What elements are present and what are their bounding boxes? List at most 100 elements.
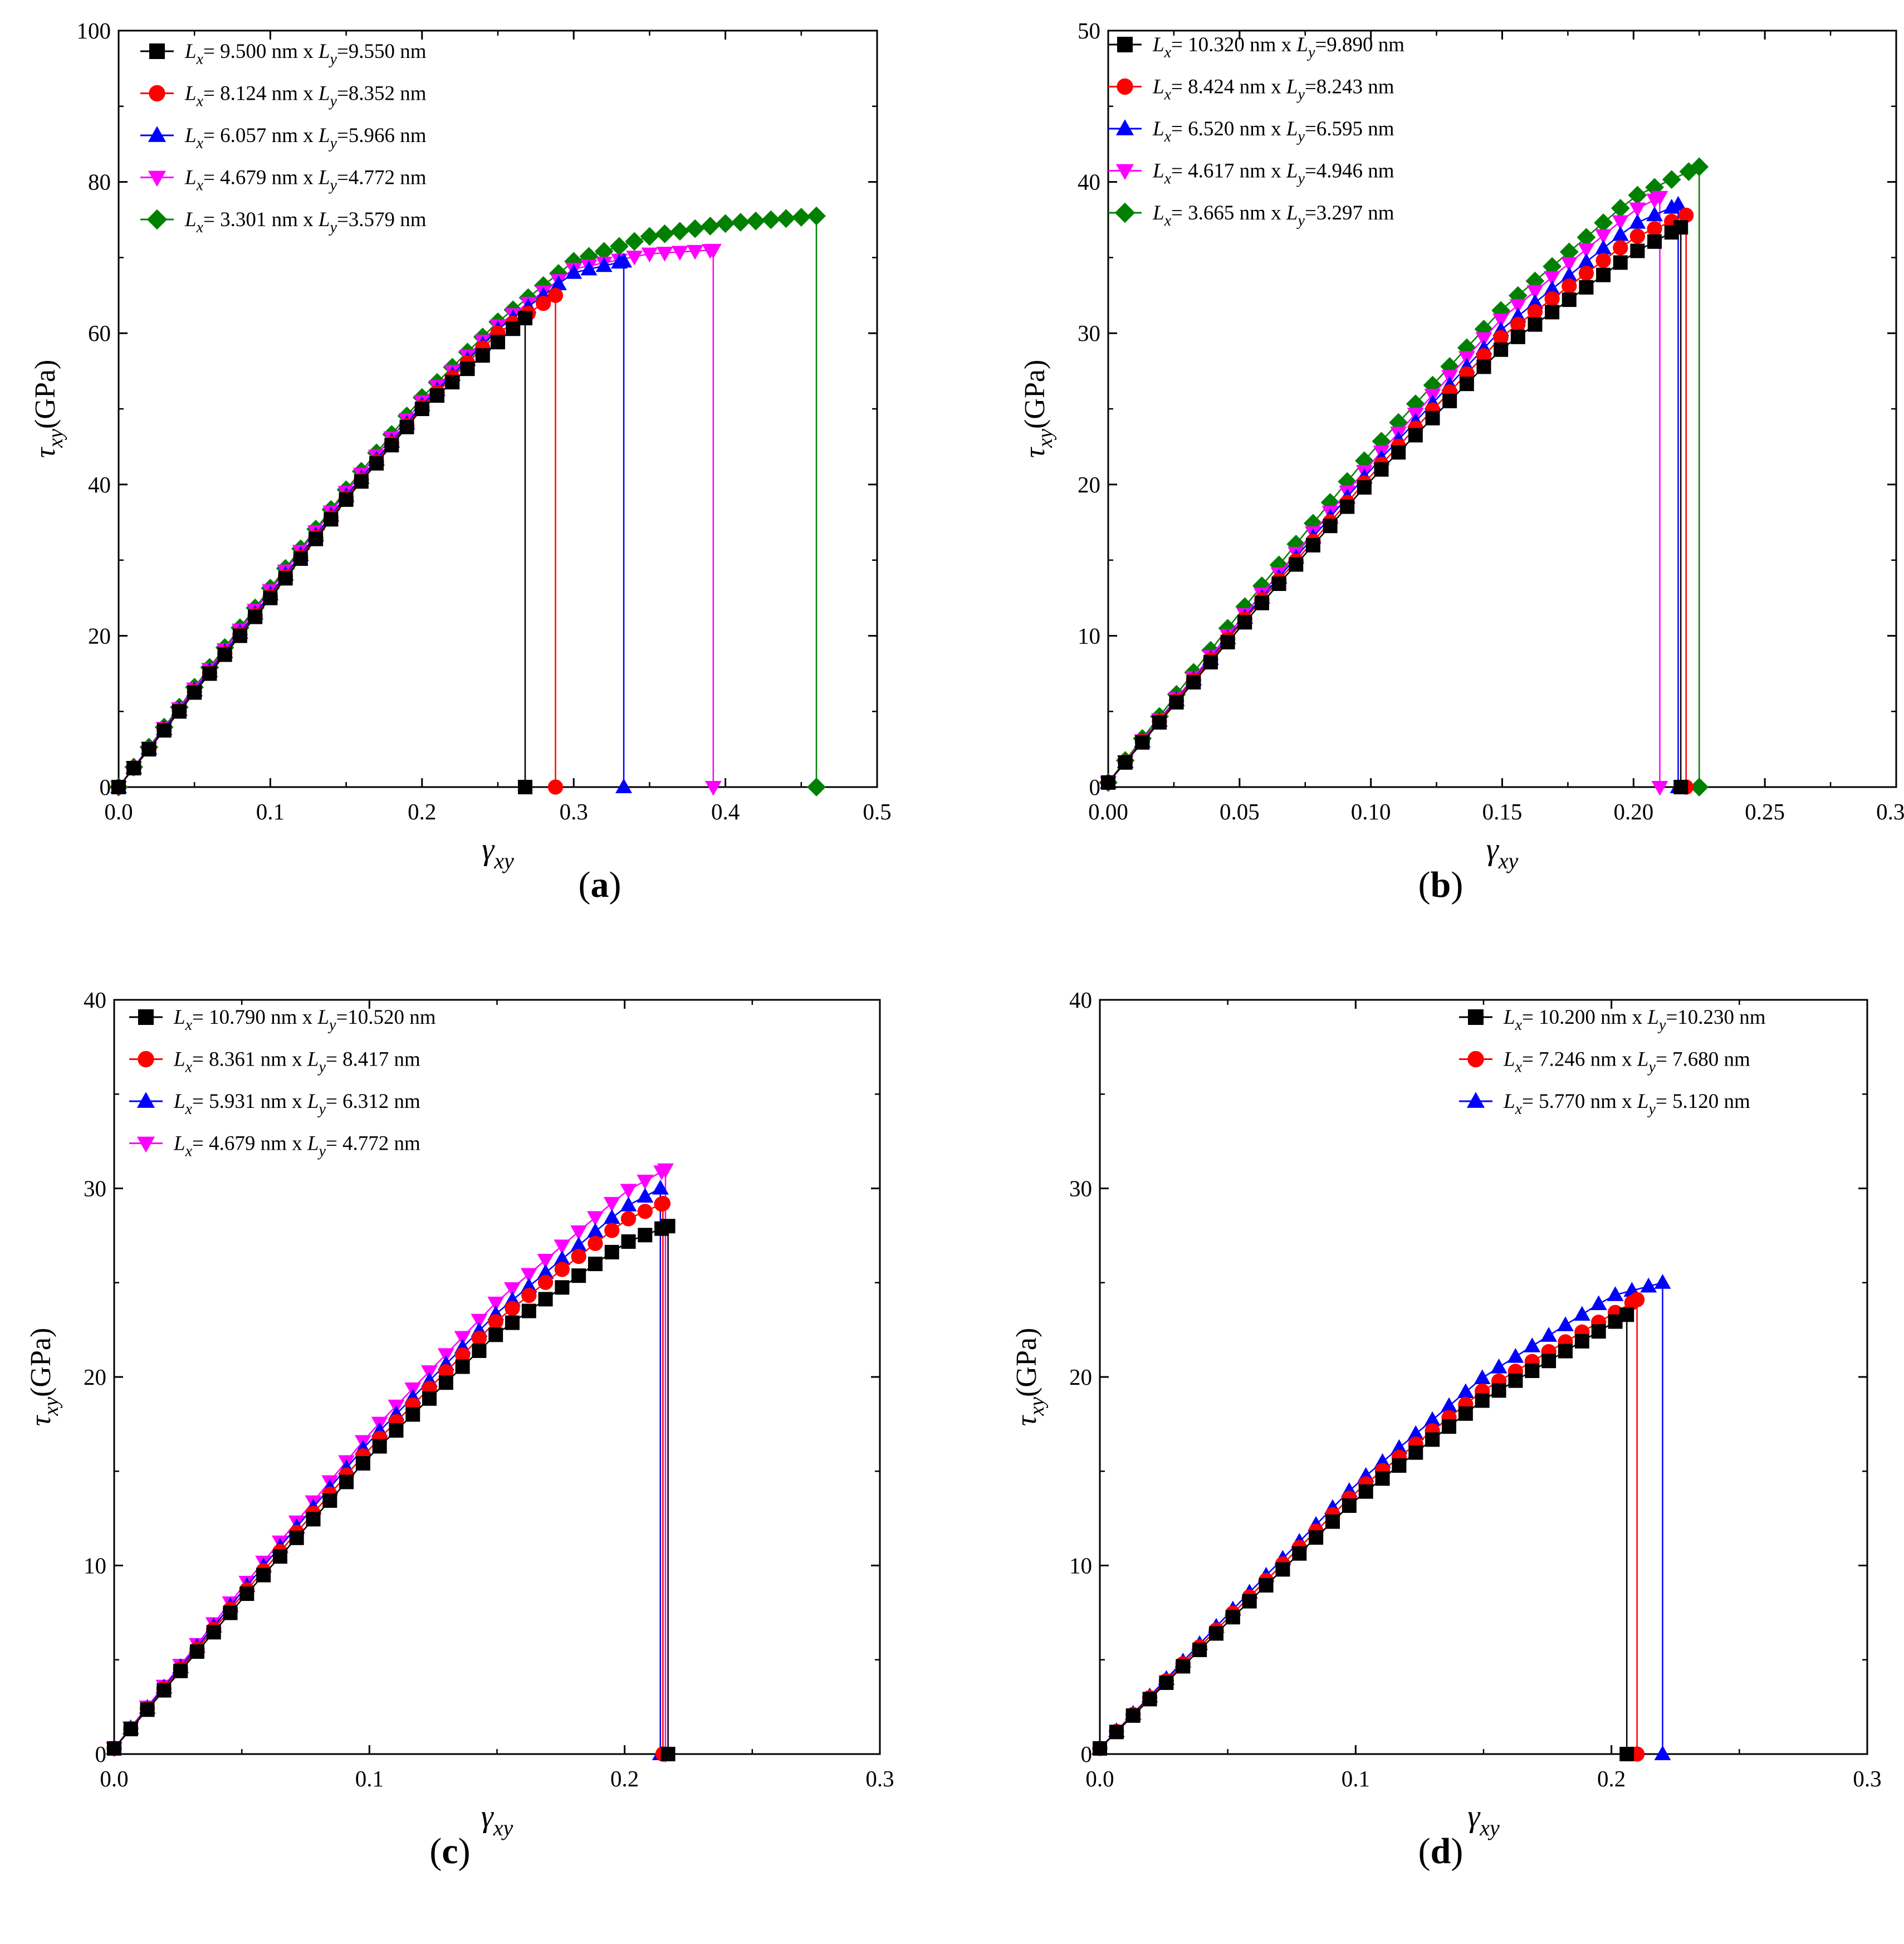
data-point: [223, 1605, 238, 1620]
legend-marker: [146, 209, 168, 230]
data-point: [657, 1163, 674, 1179]
data-point: [1560, 257, 1578, 272]
data-point: [369, 456, 384, 471]
data-point: [1242, 1594, 1257, 1609]
data-point: [1594, 213, 1613, 232]
data-point: [620, 1196, 637, 1212]
legend-label: Lx= 4.679 nm x Ly=4.772 nm: [184, 167, 427, 194]
data-point: [1612, 215, 1629, 231]
data-point: [355, 1456, 370, 1471]
x-tick-label: 0.2: [408, 799, 436, 824]
data-point: [547, 287, 564, 303]
data-point: [1577, 228, 1596, 247]
data-point: [1142, 1692, 1157, 1707]
x-tick-label: 0.15: [1482, 799, 1523, 824]
series-triangle-up: [1100, 196, 1687, 794]
data-point: [1203, 654, 1218, 670]
data-point: [615, 252, 633, 268]
data-point: [1596, 267, 1611, 282]
data-point: [1093, 1741, 1107, 1756]
series-triangle-up: [106, 1179, 669, 1761]
data-point: [588, 1257, 603, 1272]
y-tick-label: 10: [1078, 623, 1100, 648]
data-point: [272, 1549, 287, 1564]
data-point: [1560, 266, 1578, 282]
data-point: [1457, 1383, 1474, 1399]
data-point: [1629, 213, 1646, 229]
y-axis-label: τxy(GPa): [1011, 1328, 1049, 1427]
y-axis-label: τxy(GPa): [1019, 360, 1057, 458]
data-point: [1375, 1471, 1390, 1486]
data-point: [1510, 329, 1525, 344]
legend-marker: [1117, 78, 1133, 95]
series-triangle-down: [106, 1163, 674, 1763]
legend-marker: [1467, 1051, 1484, 1068]
x-tick-label: 0.0: [104, 799, 133, 824]
data-point: [1619, 1307, 1634, 1322]
data-point: [670, 222, 689, 241]
legend-marker: [149, 43, 165, 59]
data-point: [488, 1327, 503, 1342]
data-point: [1526, 294, 1544, 309]
series-line: [1108, 196, 1661, 787]
data-point: [621, 1234, 636, 1249]
data-point: [1629, 228, 1646, 244]
y-tick-label: 80: [88, 169, 111, 195]
data-point: [637, 1204, 653, 1219]
data-point: [571, 1268, 586, 1283]
data-point: [1613, 240, 1628, 256]
data-point: [1528, 317, 1543, 332]
legend-label: Lx= 10.200 nm x Ly=10.230 nm: [1503, 1006, 1766, 1034]
legend-label: Lx= 6.520 nm x Ly=6.595 nm: [1152, 118, 1394, 145]
data-point: [1152, 715, 1167, 730]
data-point: [1225, 1610, 1240, 1625]
data-point: [232, 628, 247, 643]
panel-label: (a): [579, 864, 621, 905]
data-point: [1629, 1292, 1645, 1307]
data-point: [1562, 292, 1577, 307]
data-point: [1441, 1397, 1457, 1413]
data-point: [1176, 1659, 1191, 1674]
data-point: [1459, 377, 1474, 392]
data-point: [438, 1375, 453, 1390]
data-point: [1101, 775, 1115, 790]
data-point: [372, 1439, 387, 1454]
data-point: [1494, 342, 1509, 357]
series-line: [1099, 1282, 1663, 1754]
data-point: [1678, 207, 1694, 223]
legend-label: Lx= 7.246 nm x Ly= 7.680 nm: [1503, 1048, 1750, 1076]
x-tick-label: 0.30: [1876, 799, 1904, 824]
data-point: [1252, 576, 1271, 595]
y-tick-label: 20: [1069, 1364, 1092, 1390]
failure-point: [1651, 780, 1668, 796]
plot-frame: [1107, 30, 1897, 788]
y-tick-label: 30: [1078, 320, 1100, 346]
data-point: [309, 531, 324, 546]
legend-label: Lx= 5.770 nm x Ly= 5.120 nm: [1503, 1090, 1750, 1118]
data-point: [626, 250, 643, 266]
data-point: [1235, 597, 1255, 617]
y-tick-label: 0: [1081, 1741, 1093, 1767]
data-point: [580, 260, 598, 276]
legend-marker: [1466, 1092, 1485, 1108]
data-point: [1579, 280, 1594, 295]
y-tick-label: 50: [1078, 18, 1100, 43]
data-point: [1425, 411, 1440, 426]
series-line: [118, 260, 625, 788]
y-tick-label: 40: [1069, 987, 1092, 1013]
data-point: [322, 1493, 337, 1508]
series-line: [1108, 214, 1687, 787]
data-point: [1424, 1411, 1441, 1427]
legend-marker: [148, 170, 167, 187]
data-point: [189, 1644, 204, 1659]
data-point: [1492, 313, 1510, 329]
data-point: [1391, 445, 1406, 460]
data-point: [422, 1391, 437, 1406]
data-point: [1292, 1546, 1307, 1561]
x-tick-label: 0.20: [1613, 799, 1653, 824]
failure-point: [704, 780, 722, 796]
legend-label: Lx= 9.500 nm x Ly=9.550 nm: [184, 40, 427, 68]
failure-point: [1673, 780, 1688, 794]
data-point: [1490, 1358, 1507, 1374]
data-point: [1392, 1458, 1407, 1473]
